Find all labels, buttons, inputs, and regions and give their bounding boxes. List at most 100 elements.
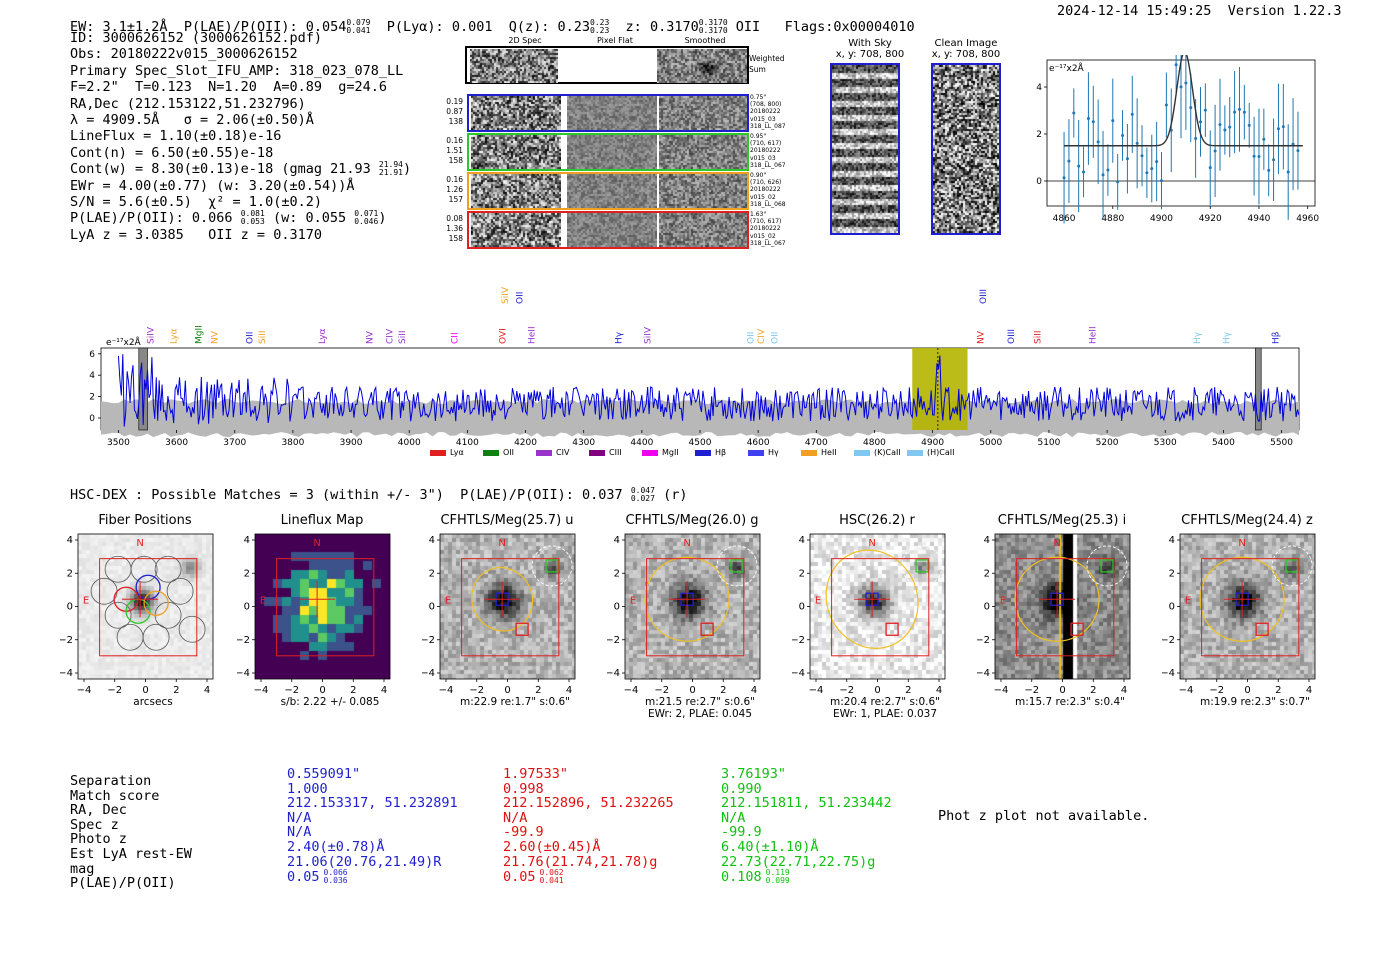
phot-z-note: Phot z plot not available. [938, 808, 1150, 824]
ew-value: 3.1±1.2Å [102, 19, 168, 35]
stamp-ytick: −4 [1162, 668, 1175, 679]
line-fit-point [1267, 168, 1271, 172]
match-value: 1.97533" [503, 766, 569, 782]
stamp-title: Lineflux Map [280, 513, 364, 528]
stamp-xtick: 2 [535, 685, 541, 695]
clean-noise [933, 65, 999, 233]
weighted-sum-label: Weighted Sum [749, 54, 785, 74]
stamp-xtick: −2 [284, 685, 299, 695]
cutout-2dspec [471, 213, 561, 247]
info-sn: S/N = 5.6(±0.5) χ² = 1.0(±0.2) [70, 194, 322, 211]
spectrum-xtick: 5500 [1270, 438, 1293, 448]
match-column: 3.76193" 0.990 212.151811, 51.233442 N/A -99… [721, 767, 892, 885]
match-column: 1.97533" 0.998 212.152896, 51.232265 N/A -99… [503, 767, 674, 885]
line-fit-point [1086, 117, 1090, 121]
legend-label: MgII [662, 448, 679, 457]
label-photoz: Photo z [70, 831, 127, 848]
footprint-box [831, 558, 930, 657]
footprint-box [1201, 558, 1300, 657]
stamp-xtick: −4 [77, 685, 92, 695]
match-value: 21.06(20.76,21.49)R [287, 853, 442, 870]
stamp-xtick: 4 [1121, 685, 1127, 695]
legend-label: Hβ [715, 448, 727, 457]
stamp-xtick: 0 [142, 685, 148, 695]
east-label: E [815, 595, 821, 606]
spectrum-line-label: HeII [1089, 326, 1099, 344]
match-box-red [700, 622, 714, 636]
line-fit-model [1064, 55, 1303, 147]
stamp-ytick: −2 [422, 635, 435, 646]
spectrum-line-label: Lyα [318, 328, 328, 344]
line-fit-point [1281, 125, 1285, 129]
legend-swatch [642, 449, 658, 456]
spectrum-xtick: 5400 [1212, 438, 1235, 448]
plya-label: P(Lyα): [386, 19, 444, 35]
version: Version 1.22.3 [1227, 3, 1342, 19]
line-fit-xtick: 4960 [1296, 214, 1319, 224]
weighted-2dspec [470, 49, 558, 83]
spectrum-xtick: 3500 [107, 438, 130, 448]
stamp-xtick: −2 [839, 685, 854, 695]
cutout-2dspec [471, 135, 561, 169]
spectrum-line-label: Lyα [170, 328, 180, 344]
legend-swatch [748, 449, 764, 456]
label-specz: Spec z [70, 816, 119, 833]
info-contw: Cont(w) = 8.30(±0.13)e-18 (gmag 21.93 21… [70, 160, 412, 178]
spectrum-line-label: OIII [979, 289, 989, 304]
line-fit-unit: e⁻¹⁷x2Å [1049, 62, 1085, 74]
line-fit-point [1184, 81, 1188, 85]
stamp-title: CFHTLS/Meg(26.0) g [625, 513, 759, 528]
cutout-row [467, 133, 749, 171]
line-fit-point [1116, 180, 1120, 184]
label-separation: Separation [70, 773, 152, 789]
plya-value: 0.001 [451, 19, 493, 35]
info-ewr: EWr = 4.00(±0.77) (w: 3.20(±0.54))Å [70, 177, 355, 194]
timestamp: 2024-12-14 15:49:25 [1057, 3, 1212, 19]
spectrum-noise-band [101, 398, 1299, 438]
line-fit-point [1252, 154, 1256, 158]
spectrum-line-label: SiII [398, 330, 408, 344]
cutout-smoothed [659, 135, 747, 169]
spectrum-line-label: Hγ [615, 331, 625, 344]
legend-swatch [483, 449, 499, 456]
line-fit-point [1242, 110, 1246, 114]
plae-value: 0.054 [305, 19, 347, 35]
stamp-ytick: 4 [614, 535, 620, 546]
label-lya-ew: Est LyA rest-EW [70, 845, 192, 862]
stamp-ytick: 0 [984, 602, 990, 613]
spectrum-xtick: 4500 [689, 438, 712, 448]
match-column: 0.559091" 1.000 212.153317, 51.232891 N/A N/… [287, 767, 458, 885]
spectrum-mask-left [138, 347, 148, 431]
north-label: N [498, 538, 505, 549]
north-label: N [136, 538, 143, 549]
match-value: 0.559091" [287, 766, 361, 782]
match-value: N/A [287, 809, 312, 826]
spectrum-line-label: NV [976, 330, 986, 344]
match-value: 3.76193" [721, 766, 787, 782]
line-fit-point [1286, 170, 1290, 174]
legend-label: CIV [556, 448, 570, 457]
neighbor-circle [1086, 545, 1128, 587]
line-fit-point [1164, 103, 1168, 107]
spectrum-line-label: Hγ [1193, 331, 1203, 344]
spectrum-xtick: 4800 [863, 438, 886, 448]
east-label: E [83, 595, 89, 606]
spectrum-line-label: CIV [385, 328, 395, 344]
line-fit-point [1189, 106, 1193, 110]
stamp-ytick: 2 [984, 568, 990, 579]
legend-swatch [695, 449, 711, 456]
stamp-caption: m:22.9 re:1.7" s:0.6" [460, 696, 570, 708]
stamp-title: CFHTLS/Meg(24.4) z [1181, 513, 1313, 528]
spectrum-line-label: OII [770, 332, 780, 344]
stamp-ytick: 4 [244, 535, 250, 546]
cutout-row-meta: 0.75" (708, 800) 20180222 v015_03 318_LL_087 [750, 94, 786, 130]
match-box-red [1255, 622, 1269, 636]
stamp-xtick: 4 [204, 685, 210, 695]
spectrum-xtick: 4200 [514, 438, 537, 448]
cutout-pixelflat [567, 174, 657, 208]
stamp-xtick: 4 [1306, 685, 1312, 695]
spectrum-line-label: Hβ [1272, 331, 1282, 344]
stamp-ytick: 0 [614, 602, 620, 613]
legend-item: OII [483, 448, 514, 457]
stamp-plot: N E 4 2 0 −2 −4 −4 −2 0 2 4 [60, 533, 214, 695]
